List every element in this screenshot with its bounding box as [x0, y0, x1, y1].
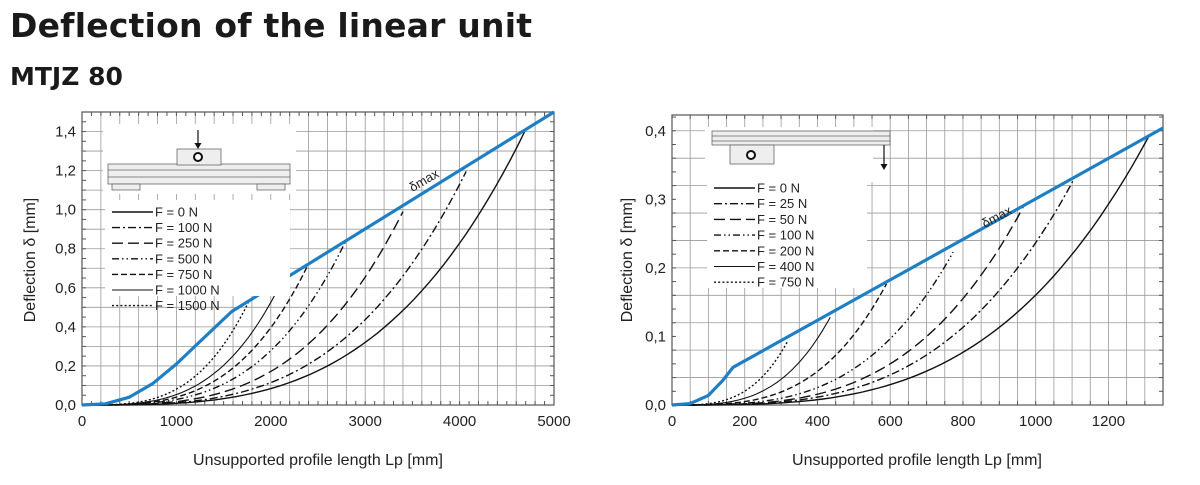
legend: F = 0 NF = 25 NF = 50 NF = 100 NF = 200 …: [707, 176, 867, 290]
y-tick-label: 0,0: [645, 397, 666, 414]
legend: F = 0 NF = 100 NF = 250 NF = 500 NF = 75…: [105, 200, 290, 313]
chart-left: Deflection δ [mm] Unsupported profile le…: [22, 110, 571, 469]
x-tick-label: 200: [732, 413, 757, 430]
x-tick-label: 3000: [349, 413, 382, 430]
legend-box: [105, 200, 290, 296]
x-tick-label: 0: [668, 413, 676, 430]
rail-profile: [711, 130, 891, 146]
pulley: [746, 150, 756, 160]
y-tick-label: 0,4: [55, 319, 76, 336]
x-tick-label: 1200: [1092, 413, 1125, 430]
y-tick-label: 0,6: [55, 280, 76, 297]
x-tick-label: 0: [78, 413, 86, 430]
x-tick-label: 1000: [160, 413, 193, 430]
series-line: [82, 281, 283, 406]
series-line: [82, 131, 526, 406]
legend-label: F = 400 N: [757, 259, 814, 274]
load-diagram-icon: [103, 124, 296, 194]
x-axis-label: Unsupported profile length Lp [mm]: [792, 452, 1042, 469]
legend-label: F = 750 N: [757, 275, 814, 290]
legend-label: F = 1000 N: [155, 283, 220, 298]
x-tick-label: 4000: [443, 413, 476, 430]
y-tick-label: 0,2: [55, 358, 76, 375]
legend-label: F = 0 N: [757, 181, 800, 196]
x-tick-label: 600: [878, 413, 903, 430]
y-tick-label: 1,0: [55, 202, 76, 219]
page-title: Deflection of the linear unit: [10, 6, 533, 45]
legend-label: F = 500 N: [155, 251, 212, 266]
y-tick-label: 0,8: [55, 241, 76, 258]
legend-label: F = 200 N: [757, 243, 814, 258]
legend-label: F = 100 N: [155, 220, 212, 235]
legend-label: F = 0 N: [155, 205, 198, 220]
legend-label: F = 50 N: [757, 212, 807, 227]
pulley: [193, 152, 203, 162]
y-axis-label: Deflection δ [mm]: [619, 198, 636, 323]
series-line: [672, 136, 1150, 406]
y-tick-label: 1,2: [55, 163, 76, 180]
legend-label: F = 750 N: [155, 267, 212, 282]
arrow-head-icon: [880, 164, 888, 170]
arrow-head-icon: [194, 143, 202, 149]
page-subtitle: MTJZ 80: [10, 62, 123, 91]
legend-label: F = 1500 N: [155, 298, 220, 313]
series-line: [82, 302, 249, 406]
x-tick-label: 2000: [254, 413, 287, 430]
legend-box: [707, 176, 867, 288]
series-line: [82, 171, 467, 406]
load-diagram-icon: [705, 127, 891, 182]
legend-label: F = 25 N: [757, 196, 807, 211]
delta-max-line: [671, 126, 1164, 407]
y-tick-label: 0,4: [645, 123, 666, 140]
x-tick-label: 1000: [1019, 413, 1052, 430]
y-tick-label: 0,3: [645, 191, 666, 208]
legend-label: F = 250 N: [155, 236, 212, 251]
support-foot: [256, 183, 286, 191]
series-line: [672, 283, 888, 406]
x-axis-label: Unsupported profile length Lp [mm]: [193, 452, 443, 469]
support-foot: [111, 183, 141, 191]
rail-profile: [107, 163, 291, 185]
x-tick-label: 5000: [537, 413, 570, 430]
y-tick-label: 0,0: [55, 397, 76, 414]
delta-max-line: [81, 110, 555, 407]
legend-label: F = 100 N: [757, 228, 814, 243]
x-tick-label: 800: [950, 413, 975, 430]
y-tick-label: 0,2: [645, 260, 666, 277]
y-tick-label: 1,4: [55, 124, 76, 141]
x-tick-label: 400: [805, 413, 830, 430]
y-tick-label: 0,1: [645, 328, 666, 345]
chart-right: Deflection δ [mm] Unsupported profile le…: [619, 114, 1164, 469]
y-axis-label: Deflection δ [mm]: [22, 198, 39, 323]
